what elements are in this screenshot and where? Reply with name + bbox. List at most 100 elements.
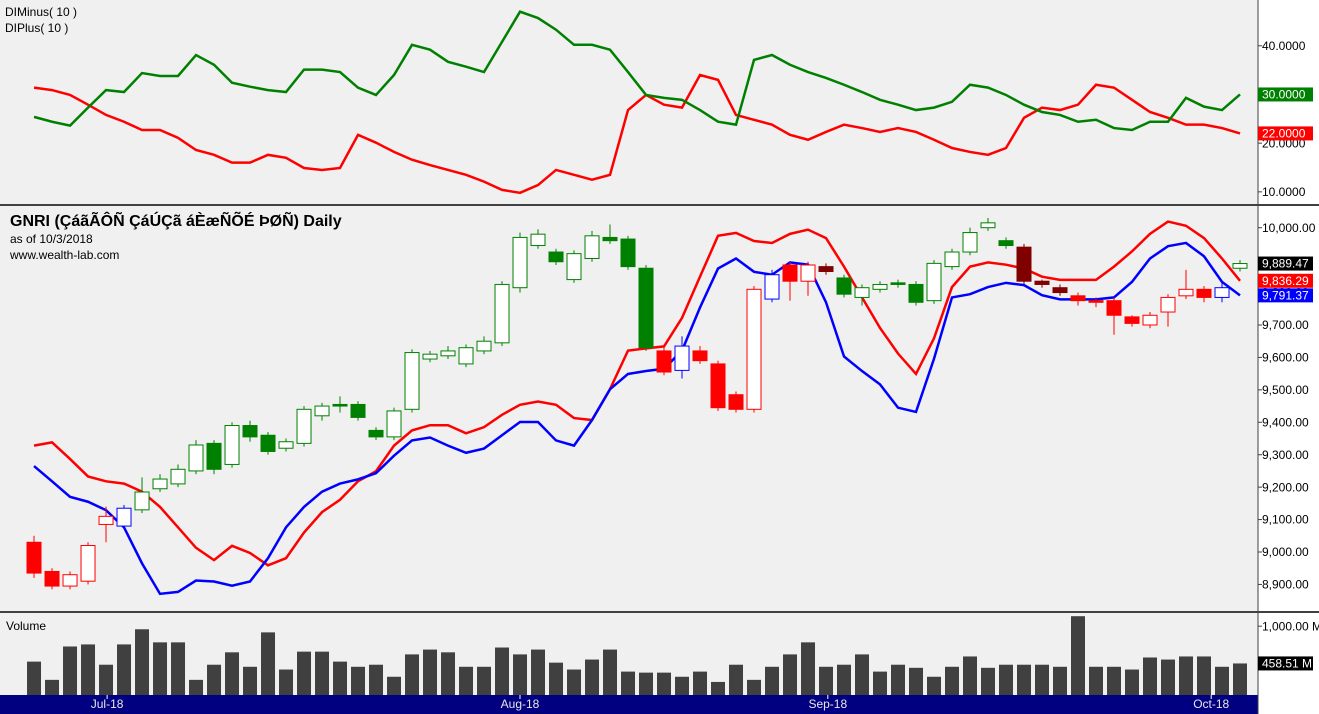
candle-body <box>1070 295 1086 302</box>
candle-body <box>638 267 654 349</box>
volume-bar <box>153 642 168 695</box>
last-value-label: 9,889.47 <box>1262 257 1309 271</box>
volume-bar <box>621 671 636 695</box>
candle-body <box>980 222 996 229</box>
chart-title: GNRI (ÇáãÃÔÑ ÇáÚÇã áÈæÑÕÉ ÞØÑ) Daily <box>10 210 342 230</box>
last-value-label: 22.0000 <box>1262 127 1306 141</box>
candle-body <box>512 236 528 289</box>
candle-body <box>350 403 366 418</box>
volume-bar <box>585 659 600 695</box>
volume-bar <box>495 647 510 695</box>
candle-body <box>872 283 888 290</box>
candle-body <box>440 350 456 357</box>
volume-bar <box>945 666 960 695</box>
band-line <box>33 241 1241 596</box>
volume-bar <box>1161 659 1176 695</box>
date-axis-band <box>0 695 1258 714</box>
candle-body <box>692 350 708 362</box>
volume-bar <box>531 649 546 695</box>
volume-bar <box>333 661 348 695</box>
volume-bar <box>1107 666 1122 695</box>
volume-bar <box>549 662 564 695</box>
candle-body <box>602 236 618 242</box>
volume-bar <box>405 654 420 695</box>
volume-bar <box>693 671 708 695</box>
volume-bar <box>891 664 906 695</box>
volume-bar <box>81 644 96 695</box>
volume-bar <box>783 654 798 695</box>
band-line <box>33 220 1241 567</box>
y-tick-label: 9,300.00 <box>1262 448 1309 462</box>
last-value-box <box>1258 256 1313 271</box>
candle-body <box>224 425 240 465</box>
candle-body <box>800 264 816 282</box>
y-tick-label: 9,100.00 <box>1262 513 1309 527</box>
candle-body <box>1052 287 1068 294</box>
volume-bar <box>27 661 42 695</box>
candle-body <box>62 574 78 587</box>
volume-bar <box>675 676 690 695</box>
y-tick-label: 9,200.00 <box>1262 480 1309 494</box>
candle-body <box>746 288 762 410</box>
volume-bar <box>873 671 888 695</box>
y-tick-label: 9,500.00 <box>1262 383 1309 397</box>
last-value-box <box>1258 656 1313 671</box>
volume-bar <box>999 664 1014 695</box>
volume-bar <box>135 629 150 695</box>
candle-body <box>260 434 276 452</box>
x-tick-label: Aug-18 <box>501 697 540 711</box>
volume-bar <box>1035 664 1050 695</box>
candle-body <box>998 240 1014 247</box>
volume-bar <box>657 672 672 695</box>
candle-body <box>1232 263 1248 269</box>
candle-body <box>278 441 294 449</box>
x-tick-label: Sep-18 <box>808 697 847 711</box>
volume-bar <box>387 676 402 695</box>
candle-body <box>926 262 942 302</box>
candle-body <box>116 507 132 527</box>
candle-body <box>1016 246 1032 282</box>
candle-body <box>656 350 672 373</box>
volume-bar <box>855 654 870 695</box>
volume-bar <box>117 644 132 695</box>
volume-bar <box>765 666 780 695</box>
volume-bar <box>99 664 114 695</box>
candle-body <box>314 405 330 417</box>
candle-body <box>206 442 222 470</box>
last-value-label: 9,791.37 <box>1262 289 1309 303</box>
candle-body <box>188 444 204 472</box>
candle-body <box>476 340 492 352</box>
di-line <box>33 10 1241 132</box>
candle-body <box>170 468 186 485</box>
candle-body <box>566 253 582 281</box>
candle-body <box>1106 300 1122 316</box>
candle-body <box>80 545 96 582</box>
candle-body <box>386 410 402 438</box>
y-tick-label: 10,000.00 <box>1262 221 1316 235</box>
candle-body <box>1196 288 1212 298</box>
axis-background <box>1258 0 1319 714</box>
volume-bar <box>603 649 618 695</box>
candle-body <box>458 347 474 365</box>
candle-body <box>782 264 798 282</box>
source: www.wealth-lab.com <box>9 248 119 262</box>
volume-bar <box>963 656 978 695</box>
volume-bar <box>1179 656 1194 695</box>
volume-bar <box>1197 656 1212 695</box>
volume-bar <box>1053 666 1068 695</box>
candle-body <box>710 363 726 409</box>
volume-bar <box>297 651 312 695</box>
candle-body <box>854 287 870 298</box>
volume-bar <box>1071 616 1086 695</box>
volume-bar <box>207 664 222 695</box>
candle-body <box>908 283 924 303</box>
volume-bar <box>279 669 294 695</box>
volume-bar <box>981 667 996 695</box>
last-value-box <box>1258 288 1313 303</box>
candle-body <box>134 491 150 511</box>
volume-bar <box>513 654 528 695</box>
y-tick-label: 9,700.00 <box>1262 318 1309 332</box>
pane-title: Volume <box>6 619 46 633</box>
y-tick-label: 9,400.00 <box>1262 415 1309 429</box>
